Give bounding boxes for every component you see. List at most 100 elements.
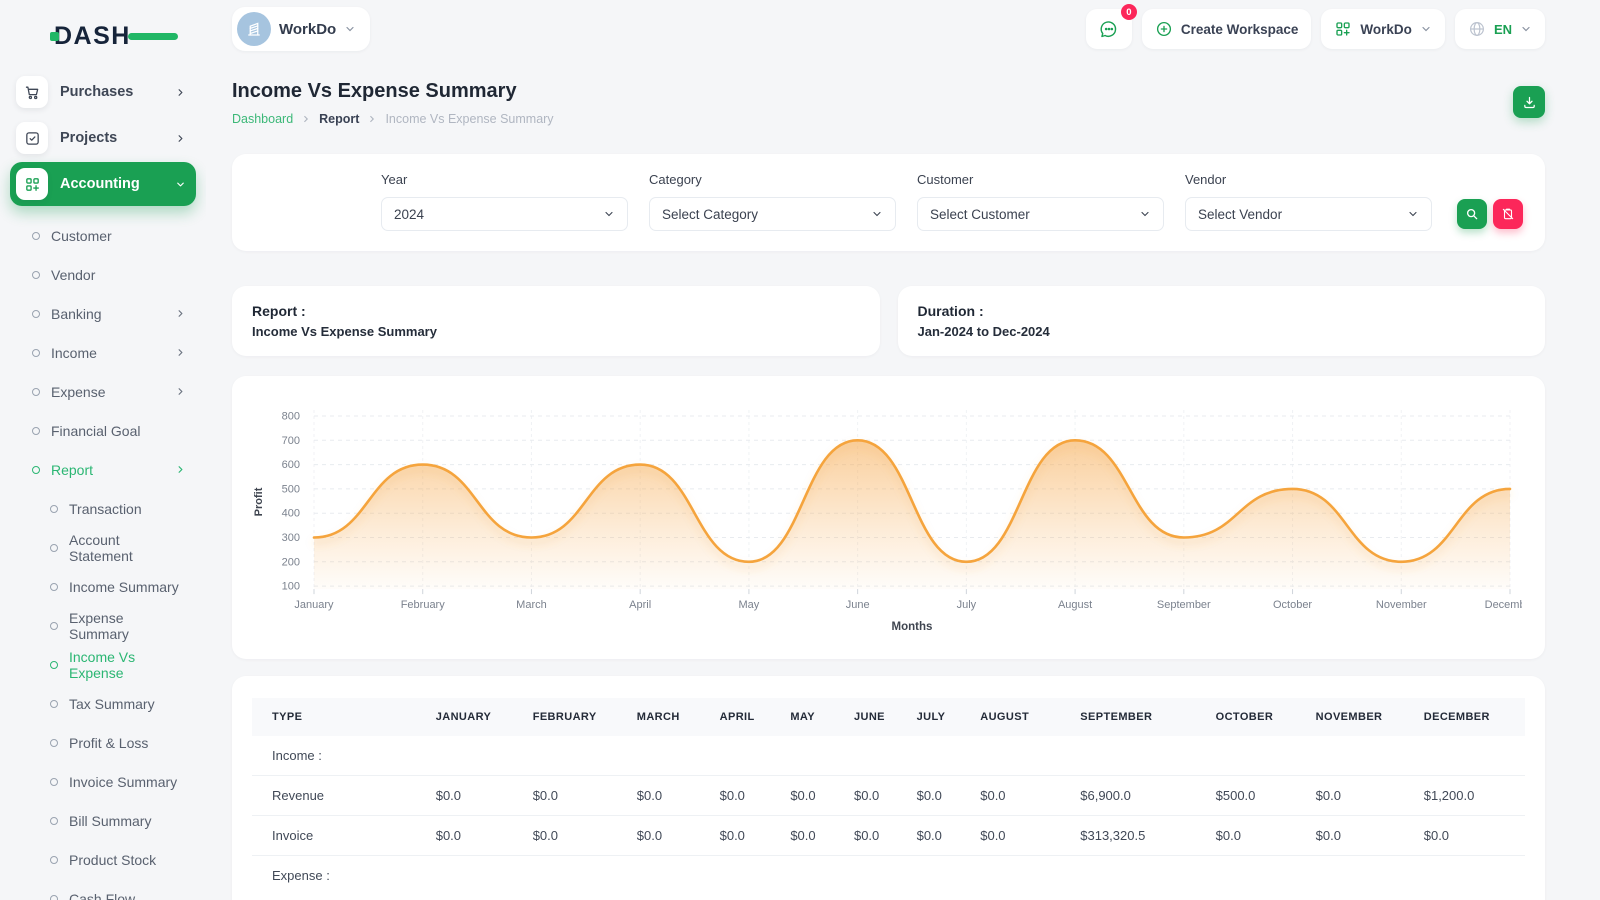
sidebar-item-cash-flow[interactable]: Cash Flow bbox=[10, 879, 196, 900]
chevron-down-icon bbox=[605, 211, 613, 217]
selected-value: 2024 bbox=[394, 206, 425, 222]
sidebar-item-label: Customer bbox=[51, 227, 112, 244]
chevron-down-icon bbox=[346, 26, 354, 32]
chat-icon bbox=[1100, 21, 1117, 38]
messages-button[interactable]: 0 bbox=[1085, 4, 1137, 49]
summary-cards: Report : Income Vs Expense Summary Durat… bbox=[232, 286, 1545, 356]
sidebar-item-label: Income bbox=[51, 344, 97, 361]
sidebar-item-bill-summary[interactable]: Bill Summary bbox=[10, 801, 196, 840]
selected-value: Select Category bbox=[662, 206, 759, 222]
breadcrumb-dashboard[interactable]: Dashboard bbox=[232, 112, 294, 126]
cell-value: $0.0 bbox=[421, 775, 519, 816]
sidebar-item-accounting[interactable]: Accounting bbox=[10, 162, 196, 206]
reset-filter-button[interactable] bbox=[1493, 199, 1523, 229]
selected-value: Select Customer bbox=[930, 206, 1030, 222]
sidebar-item-label: Purchases bbox=[60, 84, 134, 100]
cell-value: $313,320.5 bbox=[1066, 815, 1202, 856]
cell-value: $0.0 bbox=[518, 815, 623, 856]
svg-text:600: 600 bbox=[282, 459, 300, 471]
year-select[interactable]: 2024 bbox=[381, 197, 628, 231]
breadcrumb-report[interactable]: Report bbox=[319, 112, 360, 126]
search-button[interactable] bbox=[1457, 199, 1487, 229]
sidebar-item-financial-goal[interactable]: Financial Goal bbox=[10, 411, 196, 450]
svg-text:June: June bbox=[846, 599, 870, 611]
category-filter: Category Select Category bbox=[649, 172, 896, 231]
sidebar-item-account-statement[interactable]: Account Statement bbox=[10, 528, 196, 567]
year-filter: Year 2024 bbox=[381, 172, 628, 231]
column-header-august: AUGUST bbox=[966, 698, 1067, 736]
chevron-right-icon bbox=[178, 349, 183, 356]
workspace-switcher[interactable]: WorkDo bbox=[232, 7, 371, 51]
chevron-down-icon bbox=[1141, 211, 1149, 217]
sidebar-item-label: Vendor bbox=[51, 266, 96, 283]
workspace-menu-button[interactable]: WorkDo bbox=[1321, 9, 1445, 49]
create-workspace-button[interactable]: Create Workspace bbox=[1141, 9, 1312, 49]
sidebar-main-nav: Purchases Projects Accounting bbox=[10, 70, 196, 206]
bullet-icon bbox=[50, 855, 58, 864]
language-selector[interactable]: EN bbox=[1454, 9, 1545, 49]
sidebar-item-vendor[interactable]: Vendor bbox=[10, 255, 196, 294]
sidebar-item-expense[interactable]: Expense bbox=[10, 372, 196, 411]
sidebar-item-label: Income Summary bbox=[69, 578, 179, 595]
sidebar-item-product-stock[interactable]: Product Stock bbox=[10, 840, 196, 879]
sidebar-item-tax-summary[interactable]: Tax Summary bbox=[10, 684, 196, 723]
cell-value: $0.0 bbox=[705, 775, 777, 816]
svg-text:Months: Months bbox=[892, 621, 933, 633]
customer-select[interactable]: Select Customer bbox=[917, 197, 1164, 231]
sidebar-item-banking[interactable]: Banking bbox=[10, 294, 196, 333]
sidebar-item-projects[interactable]: Projects bbox=[10, 116, 196, 160]
sidebar-item-label: Expense Summary bbox=[69, 609, 129, 642]
check-square-icon-tile bbox=[16, 122, 48, 154]
category-select[interactable]: Select Category bbox=[649, 197, 896, 231]
vendor-label: Vendor bbox=[1185, 172, 1227, 187]
bullet-icon bbox=[50, 660, 58, 669]
section-label: Income : bbox=[272, 748, 322, 763]
sidebar-item-invoice-summary[interactable]: Invoice Summary bbox=[10, 762, 196, 801]
table-row-invoice: Invoice $0.0 $0.0 $0.0 $0.0 $0.0 $0.0 $0.0 $0.0 $… bbox=[252, 815, 1525, 856]
sidebar-item-customer[interactable]: Customer bbox=[10, 216, 196, 255]
svg-text:May: May bbox=[739, 599, 760, 611]
sidebar-item-profit-loss[interactable]: Profit & Loss bbox=[10, 723, 196, 762]
page-title-block: Income Vs Expense Summary Dashboard Repo… bbox=[232, 80, 554, 126]
globe-icon bbox=[1469, 22, 1484, 36]
sidebar-item-report[interactable]: Report bbox=[10, 450, 196, 489]
sidebar-item-transaction[interactable]: Transaction bbox=[10, 489, 196, 528]
circle-plus-icon bbox=[1156, 21, 1171, 37]
income-expense-table-card: TYPE JANUARY FEBRUARY MARCH APRIL MAY JUNE JULY… bbox=[232, 676, 1545, 900]
sidebar-item-label: Projects bbox=[60, 130, 118, 146]
logo-dot-icon bbox=[50, 32, 59, 41]
sidebar-item-income[interactable]: Income bbox=[10, 333, 196, 372]
svg-text:500: 500 bbox=[282, 483, 300, 495]
search-icon bbox=[1466, 208, 1478, 220]
cell-value: $0.0 bbox=[839, 775, 903, 816]
svg-text:November: November bbox=[1376, 599, 1427, 611]
sidebar-item-income-summary[interactable]: Income Summary bbox=[10, 567, 196, 606]
column-header-march: MARCH bbox=[622, 698, 706, 736]
cell-value: $0.0 bbox=[1409, 815, 1525, 856]
sidebar-item-label: Invoice Summary bbox=[69, 773, 178, 790]
section-label: Expense : bbox=[252, 855, 1525, 895]
download-report-button[interactable] bbox=[1513, 86, 1545, 118]
building-icon bbox=[248, 22, 260, 36]
bullet-icon bbox=[32, 426, 40, 435]
sidebar-item-label: Transaction bbox=[69, 500, 142, 517]
bullet-icon bbox=[50, 543, 58, 552]
page-header: Income Vs Expense Summary Dashboard Repo… bbox=[232, 80, 1545, 126]
vendor-select[interactable]: Select Vendor bbox=[1185, 197, 1432, 231]
profit-chart: 800 700 600 500 400 300 200 100 January February M… bbox=[250, 398, 1536, 643]
sidebar-item-expense-summary[interactable]: Expense Summary bbox=[10, 606, 196, 645]
svg-text:800: 800 bbox=[282, 411, 300, 423]
cell-value: $0.0 bbox=[966, 815, 1067, 856]
column-header-february: FEBRUARY bbox=[518, 698, 623, 736]
sidebar-item-income-vs-expense[interactable]: Income Vs Expense bbox=[10, 645, 196, 684]
vendor-filter: Vendor Select Vendor bbox=[1185, 172, 1432, 231]
app-logo[interactable]: DASH bbox=[50, 18, 196, 54]
column-header-september: SEPTEMBER bbox=[1066, 698, 1202, 736]
svg-text:300: 300 bbox=[282, 532, 300, 544]
sidebar-item-purchases[interactable]: Purchases bbox=[10, 70, 196, 114]
sidebar-item-label: Expense bbox=[51, 383, 106, 400]
sidebar-item-label: Report bbox=[51, 461, 94, 478]
duration-summary-card: Duration : Jan-2024 to Dec-2024 bbox=[897, 286, 1545, 356]
bullet-icon bbox=[32, 465, 40, 474]
bullet-icon bbox=[50, 699, 58, 708]
